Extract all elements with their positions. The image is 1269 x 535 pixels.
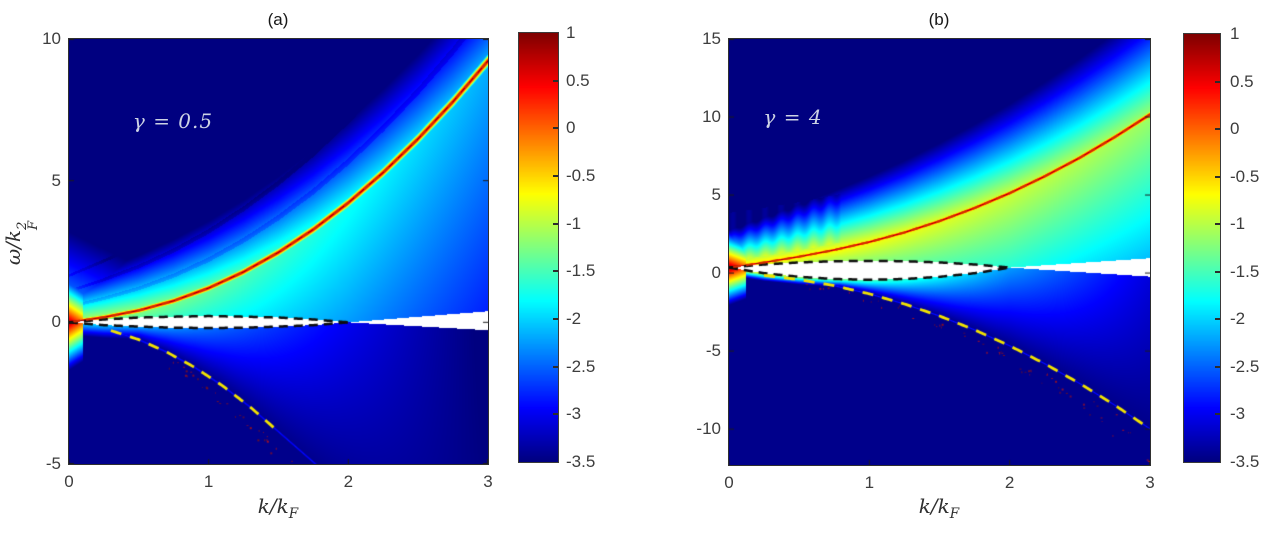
x-tick-label-b: 1 — [864, 473, 875, 492]
colorbar-canvas-a — [518, 32, 559, 463]
colorbar-tick-mark-b — [1215, 318, 1220, 321]
colorbar-tick-mark-b — [1215, 270, 1220, 273]
colorbar-tick-mark-b — [1215, 223, 1220, 226]
panel-a-title: (a) — [267, 10, 289, 29]
y-tick-label-b: 10 — [702, 107, 721, 127]
colorbar-canvas-b — [1183, 33, 1221, 463]
colorbar-tick-mark-a — [553, 79, 558, 82]
colorbar-tick-label-b: -3.5 — [1230, 452, 1260, 471]
x-tick-label-a: 1 — [203, 472, 214, 491]
colorbar-tick-label-b: -0.5 — [1230, 166, 1260, 186]
colorbar-tick-mark-a — [553, 413, 558, 416]
colorbar-tick-label-b: -1 — [1230, 214, 1246, 234]
colorbar-tick-label-b: -3 — [1230, 404, 1246, 424]
colorbar-tick-label-b: 0.5 — [1230, 71, 1254, 91]
y-tick-label-a: -5 — [45, 454, 61, 473]
x-tick-label-b: 3 — [1145, 473, 1155, 492]
y-tick-label-b: 5 — [711, 185, 721, 205]
colorbar-tick-mark-b — [1215, 128, 1220, 131]
x-tick-label-a: 0 — [64, 472, 74, 491]
y-tick-label-b: 0 — [711, 263, 721, 283]
heatmap-canvas-b — [728, 38, 1151, 466]
x-tick-label-a: 3 — [483, 472, 493, 491]
colorbar-tick-label-b: 0 — [1230, 119, 1240, 139]
y-tick-label-b: -5 — [705, 341, 721, 361]
colorbar-tick-label-b: 1 — [1230, 24, 1240, 43]
x-axis-label-b: k/kF — [918, 494, 960, 522]
colorbar-tick-label-b: -1.5 — [1230, 261, 1260, 281]
colorbar-tick-mark-a — [553, 318, 558, 320]
y-tick-label-a: 10 — [42, 29, 61, 48]
colorbar-tick-label-b: -2 — [1230, 309, 1246, 329]
panel-b-title: (b) — [928, 10, 950, 29]
colorbar-tick-mark-a — [553, 222, 558, 225]
x-tick-label-b: 0 — [724, 473, 734, 492]
y-tick-label-a: 0 — [51, 312, 61, 332]
y-tick-label-b: 15 — [702, 29, 721, 48]
y-tick-label-a: 5 — [51, 170, 61, 190]
colorbar-tick-mark-b — [1215, 365, 1220, 368]
colorbar-tick-mark-a — [553, 175, 558, 177]
colorbar-tick-label-a: -3 — [566, 404, 582, 424]
colorbar-tick-label-b: -2.5 — [1230, 356, 1260, 376]
colorbar-tick-mark-a — [553, 127, 558, 130]
colorbar-tick-label-a: -0.5 — [566, 166, 596, 185]
colorbar-tick-label-a: -1 — [566, 213, 582, 233]
x-tick-label-b: 2 — [1004, 473, 1015, 492]
colorbar-tick-label-a: 1 — [566, 23, 576, 42]
x-tick-label-a: 2 — [343, 472, 354, 491]
colorbar-tick-mark-a — [553, 365, 558, 368]
colorbar-tick-mark-b — [1215, 175, 1220, 178]
colorbar-tick-label-a: -2 — [566, 309, 582, 328]
gamma-annotation-b: γ = 4 — [763, 105, 823, 129]
colorbar-tick-label-a: 0.5 — [566, 70, 590, 90]
y-axis-label-a: ω/k 2 F — [0, 220, 41, 266]
colorbar-tick-mark-b — [1215, 80, 1220, 83]
colorbar-tick-label-a: -3.5 — [566, 452, 596, 471]
colorbar-tick-mark-a — [553, 270, 558, 273]
colorbar-tick-label-a: -1.5 — [566, 261, 596, 281]
heatmap-canvas-a — [68, 38, 489, 465]
colorbar-tick-mark-b — [1215, 413, 1220, 416]
colorbar-tick-label-a: -2.5 — [566, 356, 596, 376]
gamma-annotation-a: γ = 0.5 — [132, 109, 214, 133]
colorbar-tick-label-a: 0 — [566, 118, 576, 138]
x-axis-label-a: k/kF — [257, 494, 299, 522]
y-tick-label-b: -10 — [696, 419, 721, 439]
